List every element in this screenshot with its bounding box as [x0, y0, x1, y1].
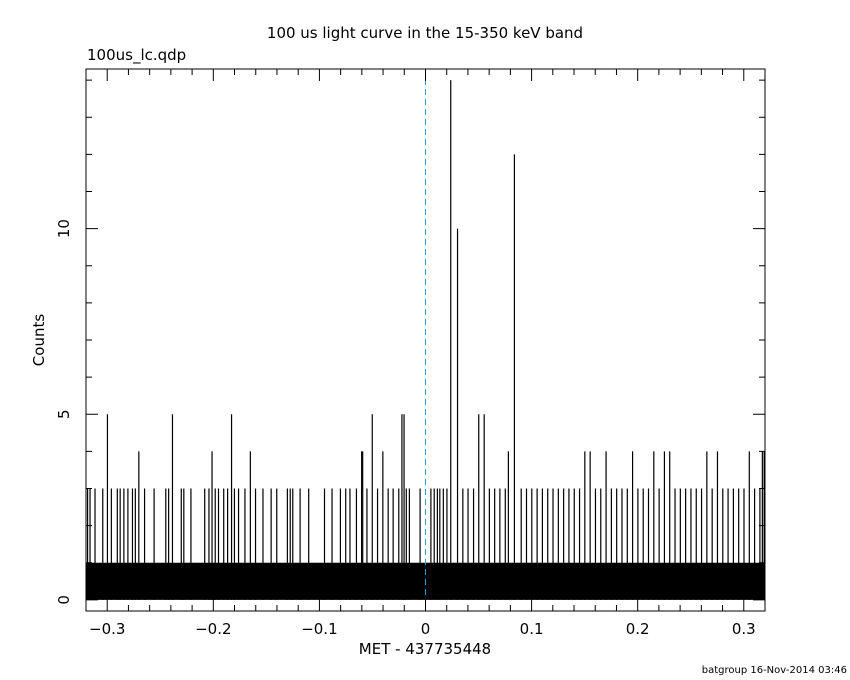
y-axis-label: Counts [30, 314, 48, 367]
x-axis: −0.3 −0.2 −0.1 0 0.1 0.2 0.3 [85, 69, 766, 638]
x-tick-label: 0.1 [520, 620, 544, 638]
x-tick-label: −0.2 [195, 620, 231, 638]
bar-group [86, 80, 765, 600]
y-tick-label: 10 [55, 219, 73, 238]
footer-label: batgroup 16-Nov-2014 03:46 [702, 665, 847, 676]
x-tick-label: 0.3 [732, 620, 756, 638]
x-tick-label: −0.3 [89, 620, 125, 638]
x-tick-label: 0.2 [626, 620, 650, 638]
y-tick-label: 5 [55, 409, 73, 419]
x-tick-label: 0 [421, 620, 431, 638]
x-tick-label: −0.1 [301, 620, 337, 638]
y-tick-label: 0 [55, 595, 73, 605]
file-label: 100us_lc.qdp [87, 46, 186, 65]
chart-title: 100 us light curve in the 15-350 keV ban… [267, 24, 583, 42]
x-axis-label: MET - 437735448 [359, 640, 491, 658]
y-axis: 0 5 10 [55, 79, 765, 605]
